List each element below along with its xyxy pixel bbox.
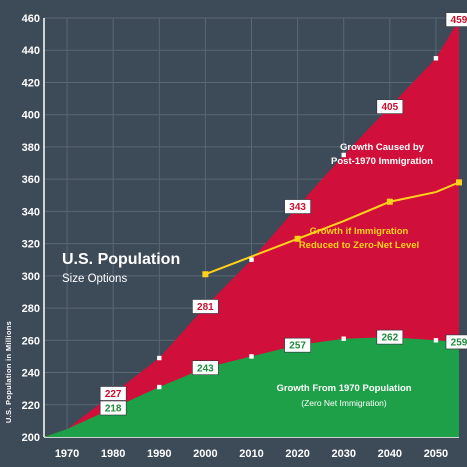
base-marker bbox=[157, 384, 162, 390]
y-tick-label: 440 bbox=[22, 45, 40, 57]
y-tick-label: 300 bbox=[22, 271, 40, 283]
zero-net-marker bbox=[456, 179, 462, 186]
svg-text:243: 243 bbox=[197, 363, 214, 374]
base-value-label: 257 bbox=[284, 337, 311, 353]
base-marker bbox=[433, 338, 439, 343]
base-value-label: 218 bbox=[99, 400, 127, 416]
svg-text:257: 257 bbox=[289, 341, 306, 352]
base-value-label: 262 bbox=[376, 329, 404, 345]
base-growth-area bbox=[44, 337, 459, 437]
x-tick-label: 1980 bbox=[101, 448, 125, 460]
svg-text:262: 262 bbox=[381, 333, 398, 344]
zero-net-label-line1: Growth if Immigration bbox=[310, 226, 409, 237]
immigration-value-label: 343 bbox=[284, 199, 311, 214]
x-tick-label: 2010 bbox=[239, 448, 263, 460]
y-axis-ticks: 200 220 240 260 280 300 320 340 360 380 400 420 440 4… bbox=[22, 13, 40, 444]
immigration-value-label: 227 bbox=[99, 386, 127, 401]
base-marker bbox=[341, 336, 346, 341]
y-tick-label: 420 bbox=[22, 77, 40, 89]
base-marker bbox=[249, 354, 254, 359]
chart-title: U.S. Population bbox=[62, 251, 180, 268]
x-tick-label: 2000 bbox=[193, 448, 217, 460]
y-tick-label: 360 bbox=[22, 174, 40, 186]
base-value-label: 243 bbox=[192, 360, 219, 376]
svg-text:459: 459 bbox=[451, 15, 467, 26]
x-tick-label: 1970 bbox=[55, 448, 79, 460]
y-tick-label: 260 bbox=[22, 335, 40, 347]
immigration-growth-label-line1: Growth Caused by bbox=[340, 142, 425, 153]
immigration-growth-label-line2: Post-1970 Immigration bbox=[331, 156, 433, 167]
svg-text:343: 343 bbox=[289, 202, 306, 213]
y-tick-label: 200 bbox=[22, 432, 40, 444]
immigration-marker bbox=[341, 152, 346, 158]
y-tick-label: 320 bbox=[22, 239, 40, 251]
base-growth-note: (Zero Net Immigration) bbox=[301, 398, 387, 408]
y-tick-label: 220 bbox=[22, 400, 40, 412]
zero-net-growth-line bbox=[205, 181, 460, 276]
x-tick-label: 2030 bbox=[331, 448, 355, 460]
zero-net-marker bbox=[386, 198, 393, 205]
x-tick-label: 2050 bbox=[424, 448, 448, 460]
y-tick-label: 380 bbox=[22, 142, 40, 154]
immigration-value-label: 459 bbox=[445, 12, 467, 27]
immigration-marker bbox=[157, 355, 162, 361]
y-tick-label: 280 bbox=[22, 303, 40, 315]
x-tick-label: 2020 bbox=[285, 448, 309, 460]
x-tick-label: 1990 bbox=[147, 448, 171, 460]
svg-text:281: 281 bbox=[197, 302, 214, 313]
immigration-value-label: 405 bbox=[376, 99, 404, 114]
base-growth-label: Growth From 1970 Population bbox=[276, 383, 411, 394]
y-tick-label: 340 bbox=[22, 206, 40, 218]
y-tick-label: 460 bbox=[22, 13, 40, 25]
zero-net-marker bbox=[294, 235, 301, 242]
immigration-growth-area bbox=[44, 19, 459, 437]
svg-text:218: 218 bbox=[105, 404, 122, 415]
data-labels: 227 281 343 405 459 218 243 257 262 259 bbox=[99, 12, 467, 416]
immigration-marker bbox=[433, 56, 439, 61]
x-tick-label: 2040 bbox=[378, 448, 402, 460]
svg-text:227: 227 bbox=[105, 389, 122, 400]
immigration-value-label: 281 bbox=[192, 299, 219, 314]
immigration-marker bbox=[249, 257, 254, 262]
zero-net-marker bbox=[202, 271, 209, 278]
x-axis-ticks: 1970 1980 1990 2000 2010 2020 2030 2040 2050 bbox=[55, 448, 448, 460]
base-value-label: 259 bbox=[445, 334, 467, 350]
zero-net-label-line2: Reduced to Zero-Net Level bbox=[299, 240, 419, 251]
y-tick-label: 400 bbox=[22, 110, 40, 122]
chart-subtitle: Size Options bbox=[62, 273, 127, 285]
svg-text:405: 405 bbox=[381, 102, 398, 113]
y-tick-label: 240 bbox=[22, 368, 40, 380]
y-axis-label: U.S. Population in Millions bbox=[4, 321, 13, 423]
svg-text:259: 259 bbox=[451, 338, 467, 349]
